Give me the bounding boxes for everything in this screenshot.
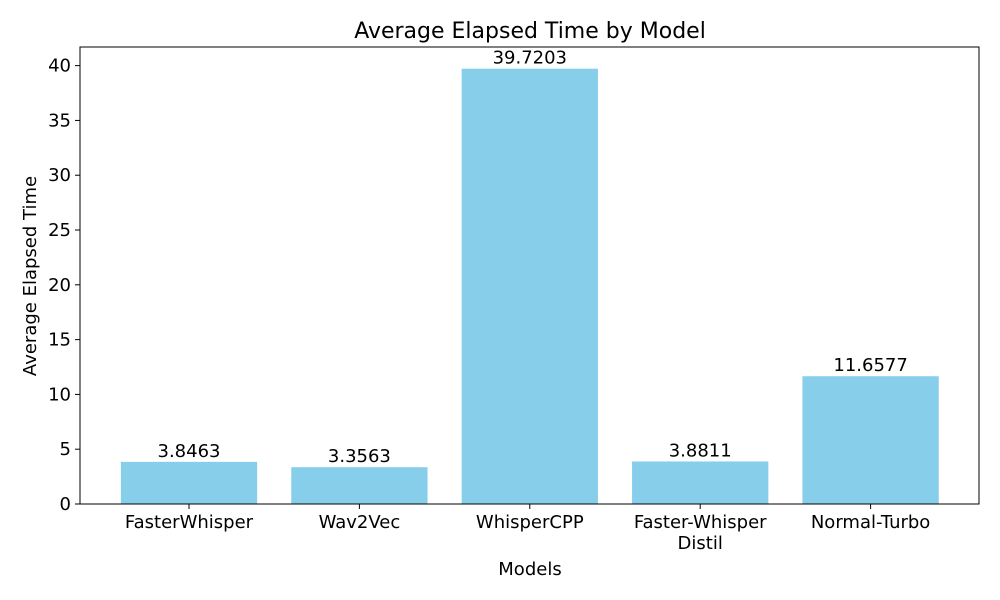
bar-2 xyxy=(461,68,598,505)
x-tick-label-4: Normal-Turbo xyxy=(811,512,930,533)
bar-1 xyxy=(291,467,428,504)
bar-value-label-1: 3.3563 xyxy=(328,446,391,467)
x-axis-label: Models xyxy=(498,559,561,580)
y-tick-label-4: 20 xyxy=(48,275,71,296)
y-tick-label-3: 15 xyxy=(48,330,71,351)
y-tick-label-6: 30 xyxy=(48,165,71,186)
x-tick-label-2: WhisperCPP xyxy=(476,512,584,533)
chart-title: Average Elapsed Time by Model xyxy=(354,19,706,44)
y-tick-label-1: 5 xyxy=(60,439,71,460)
bars-group xyxy=(120,68,939,505)
x-tick-label-3: Faster-Whisper Distil xyxy=(634,512,767,554)
y-axis-label: Average Elapsed Time xyxy=(20,176,41,376)
bar-0 xyxy=(120,461,258,504)
y-axis-ticks: 0 5 10 15 20 25 30 35 40 xyxy=(48,56,80,515)
x-tick-label-1: Wav2Vec xyxy=(319,512,401,533)
y-tick-label-7: 35 xyxy=(48,110,71,131)
y-tick-label-5: 25 xyxy=(48,220,71,241)
y-tick-label-8: 40 xyxy=(48,56,71,77)
x-axis-ticks: FasterWhisper Wav2Vec WhisperCPP Faster-Whi… xyxy=(125,504,930,554)
y-tick-label-0: 0 xyxy=(60,494,71,515)
bar-value-label-0: 3.8463 xyxy=(158,441,221,462)
y-tick-label-2: 10 xyxy=(48,384,71,405)
bar-labels-group: 3.8463 3.3563 39.7203 3.8811 11.6577 xyxy=(158,48,908,468)
bar-3 xyxy=(632,461,769,504)
bar-value-label-4: 11.6577 xyxy=(833,355,907,376)
x-tick-label-0: FasterWhisper xyxy=(125,512,254,533)
bar-4 xyxy=(802,376,939,504)
bar-value-label-3: 3.8811 xyxy=(669,440,732,461)
bar-value-label-2: 39.7203 xyxy=(493,48,567,69)
